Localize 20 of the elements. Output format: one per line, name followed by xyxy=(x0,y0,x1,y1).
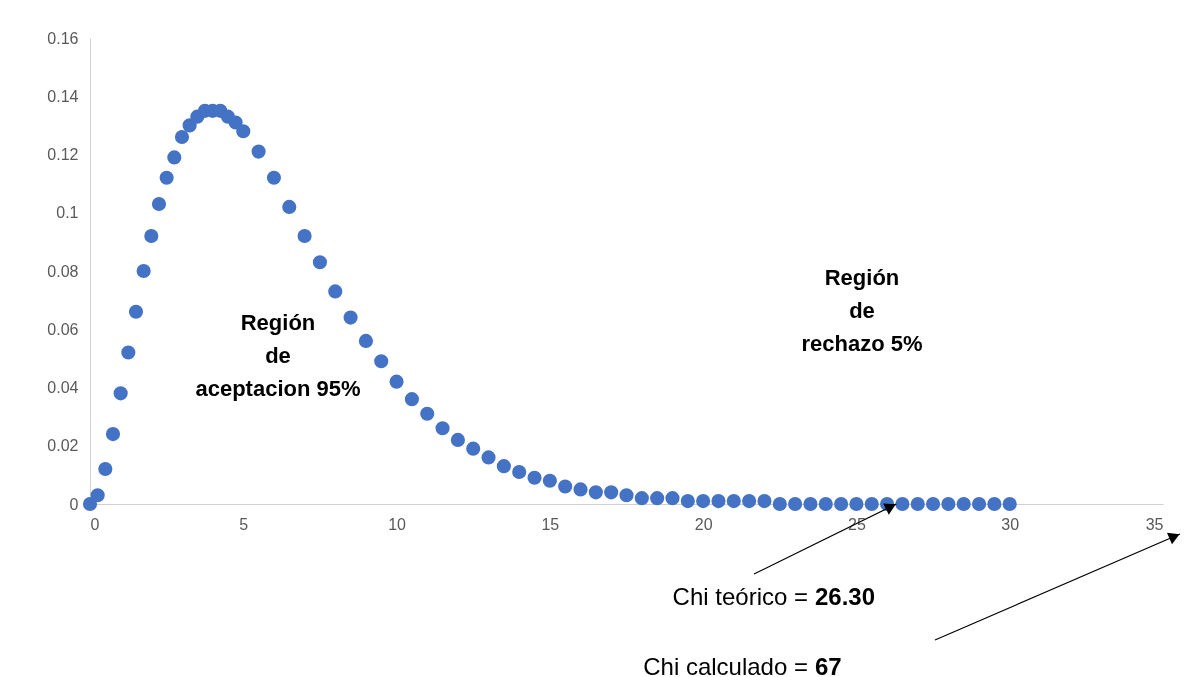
y-tick-label: 0.02 xyxy=(47,437,79,455)
y-tick-label: 0.12 xyxy=(47,146,79,163)
y-tick-label: 0.04 xyxy=(47,379,79,396)
y-tick-label: 0 xyxy=(69,495,79,513)
x-tick-label: 15 xyxy=(541,515,560,533)
x-tick-label: 35 xyxy=(1145,515,1164,533)
text: Chi calculado = 67 xyxy=(643,653,842,677)
x-tick-label: 0 xyxy=(90,515,100,533)
y-tick-label: 0.08 xyxy=(47,262,79,280)
x-tick-label: 30 xyxy=(1001,515,1020,533)
y-tick-label: 0.14 xyxy=(47,87,79,105)
annotation: Región de rechazo 5% xyxy=(801,265,923,356)
x-tick-label: 10 xyxy=(388,515,407,533)
annotation: Chi teórico = 26.30 xyxy=(672,583,876,610)
y-tick-label: 0.16 xyxy=(47,29,79,47)
annotation: Región de aceptacion 95% xyxy=(195,310,361,401)
y-tick-label: 0.1 xyxy=(56,204,79,222)
y-tick-label: 0.06 xyxy=(47,320,79,338)
x-tick-label: 5 xyxy=(239,515,249,533)
x-tick-label: 20 xyxy=(694,515,713,533)
